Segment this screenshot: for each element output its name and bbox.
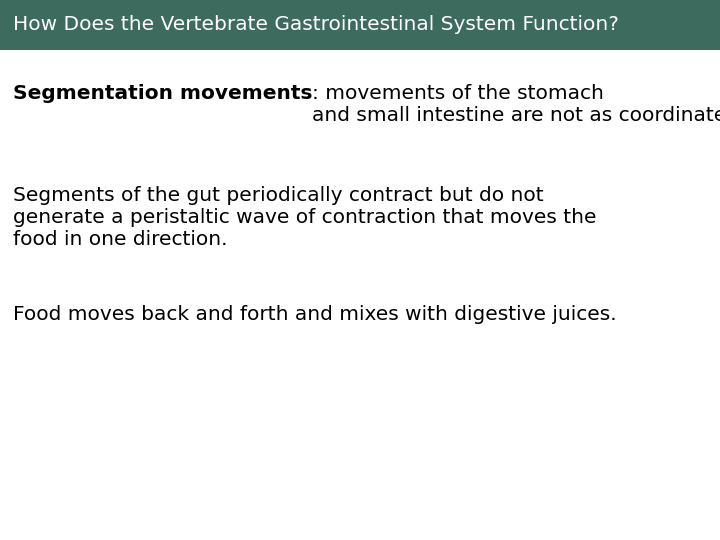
Text: How Does the Vertebrate Gastrointestinal System Function?: How Does the Vertebrate Gastrointestinal… [13,15,618,35]
Text: Food moves back and forth and mixes with digestive juices.: Food moves back and forth and mixes with… [13,305,616,324]
Text: Segmentation movements: Segmentation movements [13,84,312,103]
Bar [0,0,720,50]
Text: Segments of the gut periodically contract but do not
generate a peristaltic wave: Segments of the gut periodically contrac… [13,186,596,249]
Text: : movements of the stomach
and small intestine are not as coordinated.: : movements of the stomach and small int… [312,84,720,125]
